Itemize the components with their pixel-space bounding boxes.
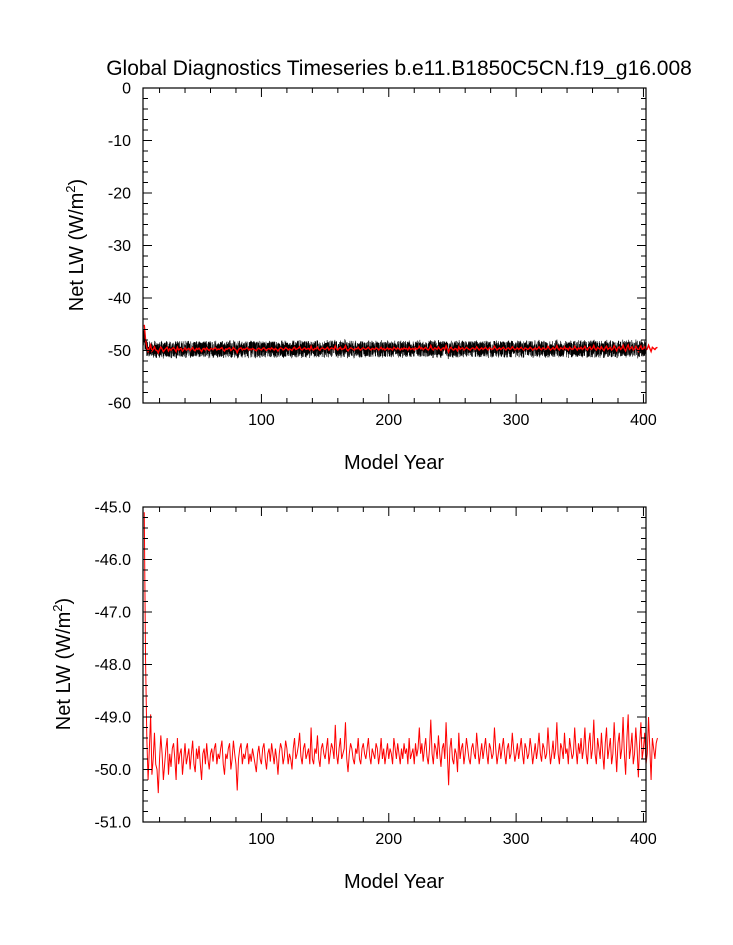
top-y-tick-label: -40 xyxy=(108,291,131,308)
top-axes xyxy=(142,87,647,404)
bottom-panel: 100 200 300 400 -45.0 -46.0 -47.0 -48.0 -49.0 -50… xyxy=(50,500,658,893)
bottom-y-tick-label: -46.0 xyxy=(95,552,132,569)
bottom-axes xyxy=(142,506,647,823)
bottom-plot-frame xyxy=(142,506,647,823)
bottom-y-tick-label: -49.0 xyxy=(95,710,132,727)
bottom-x-tick-label: 300 xyxy=(503,831,530,848)
top-mean-series xyxy=(143,324,658,355)
top-y-axis-label-base: Net LW (W/m xyxy=(66,193,88,312)
bottom-y-tick-label: -51.0 xyxy=(95,815,132,832)
bottom-mean-series xyxy=(143,512,658,794)
top-plot-frame xyxy=(142,87,647,404)
top-y-tick-label: 0 xyxy=(122,81,131,98)
top-x-axis-label: Model Year xyxy=(344,452,444,474)
top-x-tick-label: 400 xyxy=(630,412,657,429)
bottom-y-tick-label: -50.0 xyxy=(95,762,132,779)
top-tick-labels: 100 200 300 400 0 -10 -20 -30 -40 -50 -60 xyxy=(108,81,657,430)
bottom-tick-labels: 100 200 300 400 -45.0 -46.0 -47.0 -48.0 -49.0 -50… xyxy=(95,500,657,849)
bottom-y-tick-label: -47.0 xyxy=(95,605,132,622)
top-y-axis-label-end: ) xyxy=(66,179,88,186)
top-y-tick-label: -10 xyxy=(108,133,131,150)
top-y-axis-label: Net LW (W/m2) xyxy=(63,179,88,311)
top-y-axis-label-sup: 2 xyxy=(63,185,78,192)
bottom-y-axis-label-sup: 2 xyxy=(50,604,65,611)
bottom-x-tick-label: 400 xyxy=(630,831,657,848)
top-monthly-line xyxy=(142,328,647,360)
top-raw-series xyxy=(142,328,647,360)
bottom-y-tick-label: -45.0 xyxy=(95,500,132,517)
top-y-tick-label: -50 xyxy=(108,343,131,360)
top-panel: 100 200 300 400 0 -10 -20 -30 -40 -50 -60 Model Ye… xyxy=(63,81,658,474)
top-y-tick-label: -60 xyxy=(108,396,131,413)
top-x-tick-label: 100 xyxy=(248,412,275,429)
bottom-x-tick-label: 100 xyxy=(248,831,275,848)
bottom-y-axis-label: Net LW (W/m2) xyxy=(50,598,75,730)
top-x-tick-label: 300 xyxy=(503,412,530,429)
top-y-tick-label: -20 xyxy=(108,186,131,203)
bottom-annual-line xyxy=(143,512,658,794)
chart-title: Global Diagnostics Timeseries b.e11.B185… xyxy=(106,57,692,80)
bottom-x-axis-label: Model Year xyxy=(344,871,444,893)
bottom-y-axis-label-end: ) xyxy=(53,598,75,605)
top-x-tick-label: 200 xyxy=(375,412,402,429)
top-y-tick-label: -30 xyxy=(108,238,131,255)
bottom-y-tick-label: -48.0 xyxy=(95,657,132,674)
bottom-y-axis-label-base: Net LW (W/m xyxy=(53,612,75,731)
top-annual-line xyxy=(143,324,658,355)
bottom-x-tick-label: 200 xyxy=(375,831,402,848)
